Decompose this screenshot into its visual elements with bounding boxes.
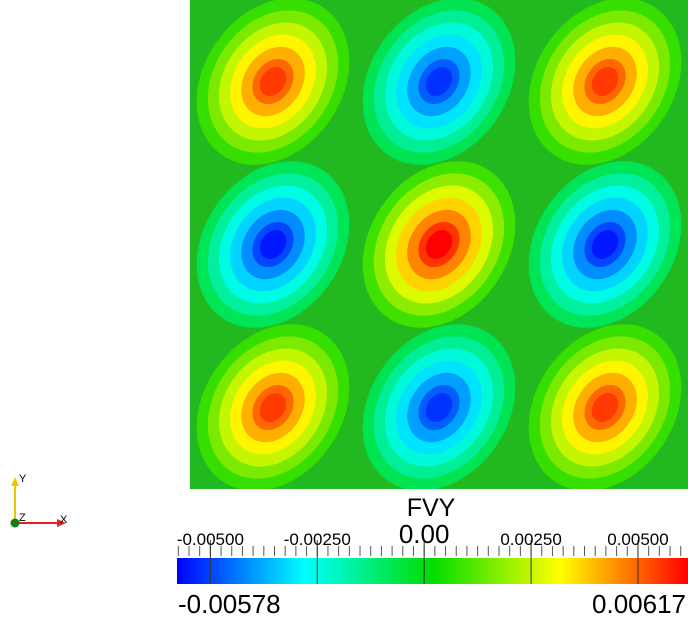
heatmap-contour [425, 393, 453, 422]
colorbar-tick-label: 0.00250 [500, 530, 561, 549]
colorbar-min-label: -0.00578 [178, 589, 281, 619]
heatmap-contour [259, 393, 287, 422]
heatmap-contour [259, 230, 287, 259]
heatmap-cell [362, 161, 516, 328]
y-axis-arrow [11, 477, 19, 486]
x-axis-arrow [57, 519, 66, 527]
x-axis-label: X [60, 514, 68, 526]
heatmap-contour [591, 393, 619, 422]
heatmap-cell [196, 324, 350, 489]
heatmap-cell [362, 324, 516, 489]
heatmap-contour [591, 230, 619, 259]
colorbar-tick-label: 0.00500 [607, 530, 668, 549]
colorbar-title: FVY [407, 494, 456, 522]
heatmap-contour [425, 67, 453, 96]
heatmap-cell [196, 161, 350, 328]
orientation-axes: Y X Z [10, 473, 68, 528]
colorbar-tick-label: -0.00250 [284, 530, 351, 549]
colorbar-tick-label: -0.00500 [177, 530, 244, 549]
heatmap-contour [425, 230, 453, 259]
colorbar-max-label: 0.00617 [592, 589, 686, 619]
colorbar: FVY -0.00500 -0.00250 0.00 0.00250 0.00500 -… [177, 494, 688, 619]
heatmap-cell [196, 0, 350, 165]
colorbar-tick-label: 0.00 [399, 519, 450, 549]
heatmap-contour [591, 67, 619, 96]
y-axis-label: Y [19, 473, 27, 485]
z-axis-dot [10, 518, 20, 528]
heatmap-plot [190, 0, 688, 489]
heatmap-cell [528, 0, 682, 165]
colorbar-gradient [177, 558, 688, 584]
heatmap-cell [528, 324, 682, 489]
z-axis-label: Z [19, 512, 26, 524]
heatmap-contour [259, 67, 287, 96]
heatmap-cell [528, 161, 682, 328]
heatmap-cell [362, 0, 516, 165]
